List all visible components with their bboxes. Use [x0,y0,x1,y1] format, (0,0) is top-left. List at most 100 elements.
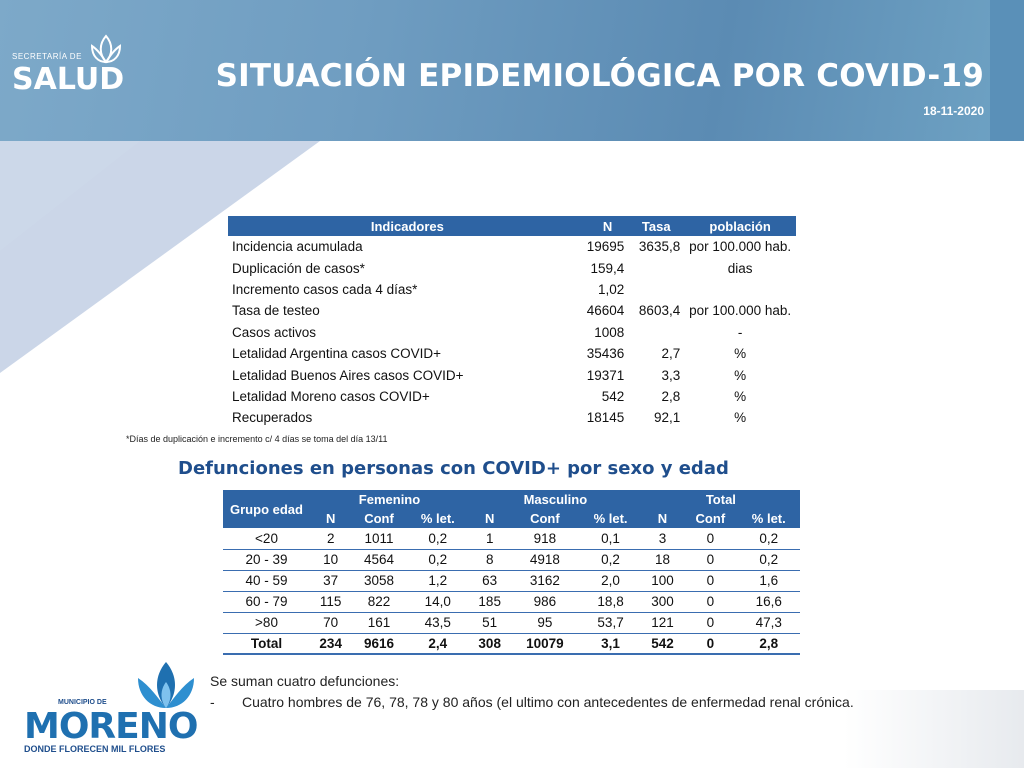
indicator-tasa: 2,7 [661,346,681,362]
indicator-tasa: 92,1 [653,410,681,426]
deaths-value-cell: 0 [706,594,715,609]
deaths-value-cell: 0,2 [601,552,620,567]
indicator-poblacion [684,279,796,300]
deaths-total-row: Total 234 9616 2,4 308 10079 3,1 542 0 2,8 [223,632,800,655]
deaths-row: 60 - 79 115 822 14,0 185 986 18,8 300 0 16,6 [223,591,800,612]
indicator-poblacion: por 100.000 hab. [689,239,792,255]
notes: Se suman cuatro defunciones: - Cuatro hom… [210,671,854,713]
indicator-poblacion: % [734,388,747,404]
header-gradient [0,0,1024,141]
indicator-tasa [628,279,684,300]
indicator-row: Incremento casos cada 4 días* 1,02 [228,279,796,300]
deaths-value-cell: 234 [310,632,352,655]
indicator-row: Letalidad Moreno casos COVID+ 542 2,8% [228,386,796,407]
deaths-value-cell: 0 [706,552,715,567]
header-grupo-edad: Grupo edad [223,490,310,528]
deaths-value-cell: 0 [706,615,715,630]
notes-bullet: - [210,694,215,710]
age-group-cell: 60 - 79 [245,594,288,609]
indicator-n: 19695 [586,239,625,255]
indicator-poblacion: - [737,324,743,340]
subheader-cell: Conf [510,509,580,528]
indicator-label: Tasa de testeo [232,303,320,319]
indicator-n: 46604 [586,303,625,319]
deaths-value-cell: 0 [706,530,715,546]
deaths-value-cell: 9616 [351,632,407,655]
indicator-poblacion: por 100.000 hab. [689,303,792,319]
notes-line1: Se suman cuatro defunciones: [210,673,400,689]
logo-salud-line2: SALUD [12,62,125,97]
age-group-cell: >80 [255,615,278,630]
deaths-value-cell: 10079 [510,632,580,655]
indicator-tasa: 3,3 [661,367,681,383]
report-date: 18-11-2020 [923,104,984,118]
decorative-diagonal [0,141,320,373]
indicator-row: Recuperados 18145 92,1% [228,407,796,428]
deaths-value-cell: 1 [485,530,494,546]
indicator-n: 19371 [586,367,625,383]
header-femenino: Femenino [310,490,469,509]
logo-moreno-tagline: DONDE FLORECEN MIL FLORES [24,744,166,754]
indicator-n: 1,02 [598,281,625,297]
subheader-cell: % let. [737,509,800,528]
indicator-tasa: 2,8 [661,388,681,404]
indicators-table: Indicadores N Tasa población Incidencia … [228,216,796,429]
indicator-tasa: 3635,8 [638,239,681,255]
deaths-value-cell: 95 [537,615,553,630]
indicator-tasa [628,322,684,343]
notes-line2: Cuatro hombres de 76, 78, 78 y 80 años (… [242,694,854,710]
header-indicadores: Indicadores [228,216,587,236]
footnote: *Días de duplicación e incremento c/ 4 d… [126,434,388,444]
deaths-value-cell: 2 [326,530,335,546]
deaths-value-cell: 822 [367,594,391,609]
subheader-cell: N [469,509,511,528]
indicator-poblacion: % [734,346,747,362]
deaths-value-cell: 0,2 [428,552,448,567]
subheader-cell: % let. [579,509,642,528]
bottom-decoration [844,690,1024,768]
lotus-icon [90,34,122,64]
page-title: SITUACIÓN EPIDEMIOLÓGICA POR COVID-19 [215,58,984,94]
indicators-header-row: Indicadores N Tasa población [228,216,796,236]
deaths-value-cell: 3,1 [579,632,642,655]
deaths-header-row-1: Grupo edad Femenino Masculino Total [223,490,800,528]
deaths-value-cell: 0 [706,573,715,588]
logo-moreno-name: MORENO [24,706,198,747]
deaths-value-cell: 918 [533,530,557,546]
notes-bullet-item: - Cuatro hombres de 76, 78, 78 y 80 años … [210,692,854,713]
indicator-row: Tasa de testeo 46604 8603,4 por 100.000 hab… [228,300,796,321]
deaths-value-cell: 3162 [529,573,560,588]
deaths-value-cell: 10 [323,552,339,567]
deaths-row: >80 70 161 43,5 51 95 53,7 121 0 47,3 [223,612,800,633]
deaths-value-cell: 300 [651,594,674,609]
indicator-label: Letalidad Moreno casos COVID+ [232,388,430,404]
deaths-value-cell: 63 [482,573,498,588]
indicator-n: 1008 [594,324,625,340]
deaths-value-cell: 1011 [364,530,394,546]
header-n: N [586,216,629,236]
deaths-value-cell: 185 [478,594,501,609]
deaths-value-cell: 0,2 [759,552,779,567]
indicator-tasa: 8603,4 [638,303,681,319]
header-stripe [990,0,1024,141]
deaths-value-cell: 0,2 [428,530,448,546]
deaths-row: <20 2 1011 0,2 1 918 0,1 3 0 0,2 [223,528,800,549]
indicator-row: Letalidad Buenos Aires casos COVID+ 19371… [228,364,796,385]
logo-salud: SECRETARÍA DE SALUD [12,32,125,97]
deaths-value-cell: 2,8 [737,632,800,655]
deaths-value-cell: 8 [485,552,494,567]
logo-moreno: MUNICIPIO DE MORENO DONDE FLORECEN MIL F… [22,660,202,760]
age-group-cell: 40 - 59 [245,573,288,588]
deaths-value-cell: 18 [654,552,670,567]
indicator-poblacion: % [734,410,747,426]
deaths-value-cell: 18,8 [597,594,624,609]
indicator-tasa [628,257,684,278]
indicator-row: Duplicación de casos* 159,4 dias [228,257,796,278]
deaths-value-cell: 161 [367,615,391,630]
indicator-n: 18145 [586,410,625,426]
deaths-subtitle: Defunciones en personas con COVID+ por s… [178,458,729,479]
deaths-row: 20 - 39 10 4564 0,2 8 4918 0,2 18 0 0,2 [223,549,800,570]
logo-moreno-muni: MUNICIPIO DE [58,699,107,706]
subheader-cell: Conf [351,509,407,528]
deaths-row: 40 - 59 37 3058 1,2 63 3162 2,0 100 0 1,6 [223,570,800,591]
